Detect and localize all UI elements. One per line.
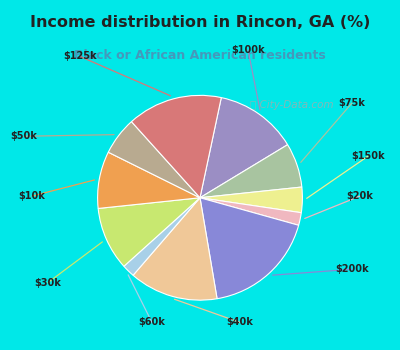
Text: $150k: $150k <box>351 151 385 161</box>
Wedge shape <box>98 152 200 209</box>
Wedge shape <box>200 198 301 225</box>
Wedge shape <box>132 95 221 198</box>
Text: $40k: $40k <box>226 317 254 328</box>
Wedge shape <box>133 198 217 300</box>
Wedge shape <box>108 122 200 198</box>
Text: $100k: $100k <box>231 45 265 55</box>
Text: $20k: $20k <box>346 191 374 201</box>
Text: ⓘ City-Data.com: ⓘ City-Data.com <box>250 100 334 110</box>
Text: $75k: $75k <box>338 98 366 108</box>
Wedge shape <box>200 98 288 198</box>
Text: $50k: $50k <box>10 131 38 141</box>
Wedge shape <box>124 198 200 275</box>
Text: $30k: $30k <box>34 278 62 288</box>
Wedge shape <box>200 145 302 198</box>
Text: Black or African American residents: Black or African American residents <box>74 49 326 62</box>
Text: $60k: $60k <box>138 317 166 328</box>
Wedge shape <box>200 187 302 213</box>
Wedge shape <box>98 198 200 266</box>
Text: Income distribution in Rincon, GA (%): Income distribution in Rincon, GA (%) <box>30 15 370 30</box>
Text: $125k: $125k <box>63 51 97 62</box>
Wedge shape <box>200 198 299 299</box>
Text: $10k: $10k <box>18 191 46 201</box>
Text: $200k: $200k <box>335 264 369 274</box>
